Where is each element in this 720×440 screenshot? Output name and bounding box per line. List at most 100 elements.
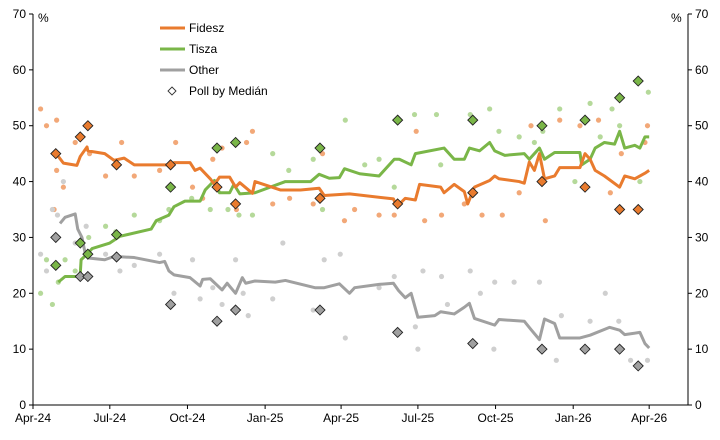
fidesz-poll-dot (341, 218, 348, 224)
tisza-poll-dot (62, 257, 68, 263)
right-y-tick-label: 0 (695, 398, 702, 412)
fidesz-trend-line (57, 145, 651, 209)
other-median-poll-diamond (50, 231, 62, 244)
axes: 0 0 10 10 20 20 30 30 40 40 50 50 60 60 70 70 Apr-24 Jul-… (13, 7, 709, 425)
other-median-poll-diamond (392, 326, 404, 339)
tisza-poll-dot (236, 212, 242, 218)
tisza-poll-dot (438, 162, 444, 168)
tisza-poll-dot (496, 128, 502, 134)
other-poll-dot (240, 290, 246, 296)
tisza-poll-dot (319, 206, 326, 213)
fidesz-median-poll-diamond (74, 131, 86, 143)
other-median-poll-diamond (467, 337, 479, 350)
fidesz-poll-dot (43, 123, 50, 129)
fidesz-median-poll-diamond (110, 159, 123, 171)
fidesz-poll-dot (516, 190, 522, 196)
fidesz-poll-dot (210, 156, 216, 162)
fidesz-poll-dot (438, 212, 445, 218)
left-y-tick-label: 40 (13, 175, 27, 189)
other-poll-dot (553, 357, 559, 363)
other-median-poll-diamond (632, 360, 644, 372)
other-median-poll-diamond (110, 251, 123, 263)
fidesz-poll-dot (644, 123, 651, 129)
fidesz-poll-dot (391, 212, 397, 218)
tisza-median-poll-diamond (229, 136, 242, 149)
tisza-poll-dot (270, 151, 276, 157)
other-poll-dot (420, 268, 426, 274)
other-poll-dot (376, 285, 382, 291)
other-poll-dot (444, 301, 451, 308)
other-median-poll-diamond (536, 343, 548, 355)
x-tick-label: Jan-26 (555, 411, 592, 425)
tisza-poll-dot (49, 301, 56, 308)
other-poll-dot (171, 290, 177, 296)
legend-diamond-icon (167, 86, 177, 96)
tisza-poll-dot (637, 178, 643, 185)
fidesz-poll-dot (542, 218, 548, 224)
other-poll-dot (102, 251, 109, 257)
x-tick-label: Apr-24 (15, 411, 51, 425)
fidesz-poll-dot (351, 206, 358, 213)
fidesz-poll-dot (37, 106, 44, 112)
other-poll-dot (37, 251, 44, 257)
fidesz-poll-dot (310, 201, 316, 207)
tisza-median-poll-diamond (50, 259, 62, 271)
other-poll-dot (438, 273, 445, 280)
fidesz-median-poll-diamond (314, 192, 326, 204)
left-y-tick-label: 50 (13, 119, 27, 133)
fidesz-median-poll-diamond (50, 148, 62, 160)
fidesz-median-poll-diamond (82, 120, 94, 132)
fidesz-poll-dot (499, 212, 505, 218)
left-y-tick-label: 60 (13, 63, 27, 77)
tisza-poll-dot (617, 123, 623, 129)
other-poll-dot (644, 357, 651, 363)
tisza-poll-dot (43, 257, 50, 263)
tisza-poll-dot (411, 111, 418, 118)
right-y-tick-label: 30 (695, 230, 709, 244)
fidesz-median-poll-diamond (613, 203, 626, 216)
tisza-median-poll-diamond (613, 92, 626, 104)
right-y-tick-label: 50 (695, 119, 709, 133)
fidesz-median-poll-diamond (164, 159, 177, 171)
fidesz-median-poll-diamond (579, 181, 591, 193)
tisza-poll-dot (376, 156, 382, 162)
left-y-tick-label: 0 (19, 398, 26, 412)
right-y-tick-label: 10 (695, 342, 709, 356)
fidesz-poll-dot (607, 190, 613, 196)
fidesz-poll-dot (249, 128, 256, 134)
tisza-poll-dot (342, 117, 348, 123)
tisza-trend-line (57, 129, 650, 284)
other-trend-line (58, 212, 651, 350)
fidesz-poll-dot (270, 201, 276, 207)
fidesz-poll-dot (157, 167, 163, 173)
other-poll-dot (391, 273, 397, 280)
tisza-poll-dot (609, 106, 615, 112)
other-poll-dot (245, 313, 251, 319)
right-y-tick-label: 60 (695, 63, 709, 77)
poll-dots-layer (37, 89, 651, 363)
tisza-poll-dot (433, 111, 440, 118)
tisza-poll-dot (37, 290, 44, 296)
other-poll-dot (157, 251, 163, 257)
left-y-tick-label: 30 (13, 230, 27, 244)
other-median-poll-diamond (613, 343, 626, 355)
tisza-median-poll-diamond (536, 120, 548, 132)
fidesz-median-poll-diamond (536, 175, 548, 188)
right-y-tick-label: 40 (695, 175, 709, 189)
tisza-median-poll-diamond (211, 142, 223, 154)
tisza-median-poll-diamond (467, 114, 479, 126)
other-poll-dot (131, 262, 137, 268)
tisza-poll-dot (102, 223, 109, 229)
other-median-poll-diamond (74, 270, 86, 283)
legend-label: Tisza (189, 42, 218, 56)
fidesz-poll-dot (54, 117, 60, 123)
fidesz-median-poll-diamond (211, 181, 223, 193)
fidesz-poll-dot (595, 117, 602, 123)
other-median-poll-diamond (164, 298, 177, 311)
x-tick-label: Apr-26 (631, 411, 667, 425)
left-y-tick-label: 70 (13, 7, 27, 21)
fidesz-poll-dot (618, 151, 624, 157)
tisza-poll-dot (557, 106, 563, 112)
other-median-poll-diamond (82, 270, 94, 283)
fidesz-poll-dot (479, 212, 485, 218)
